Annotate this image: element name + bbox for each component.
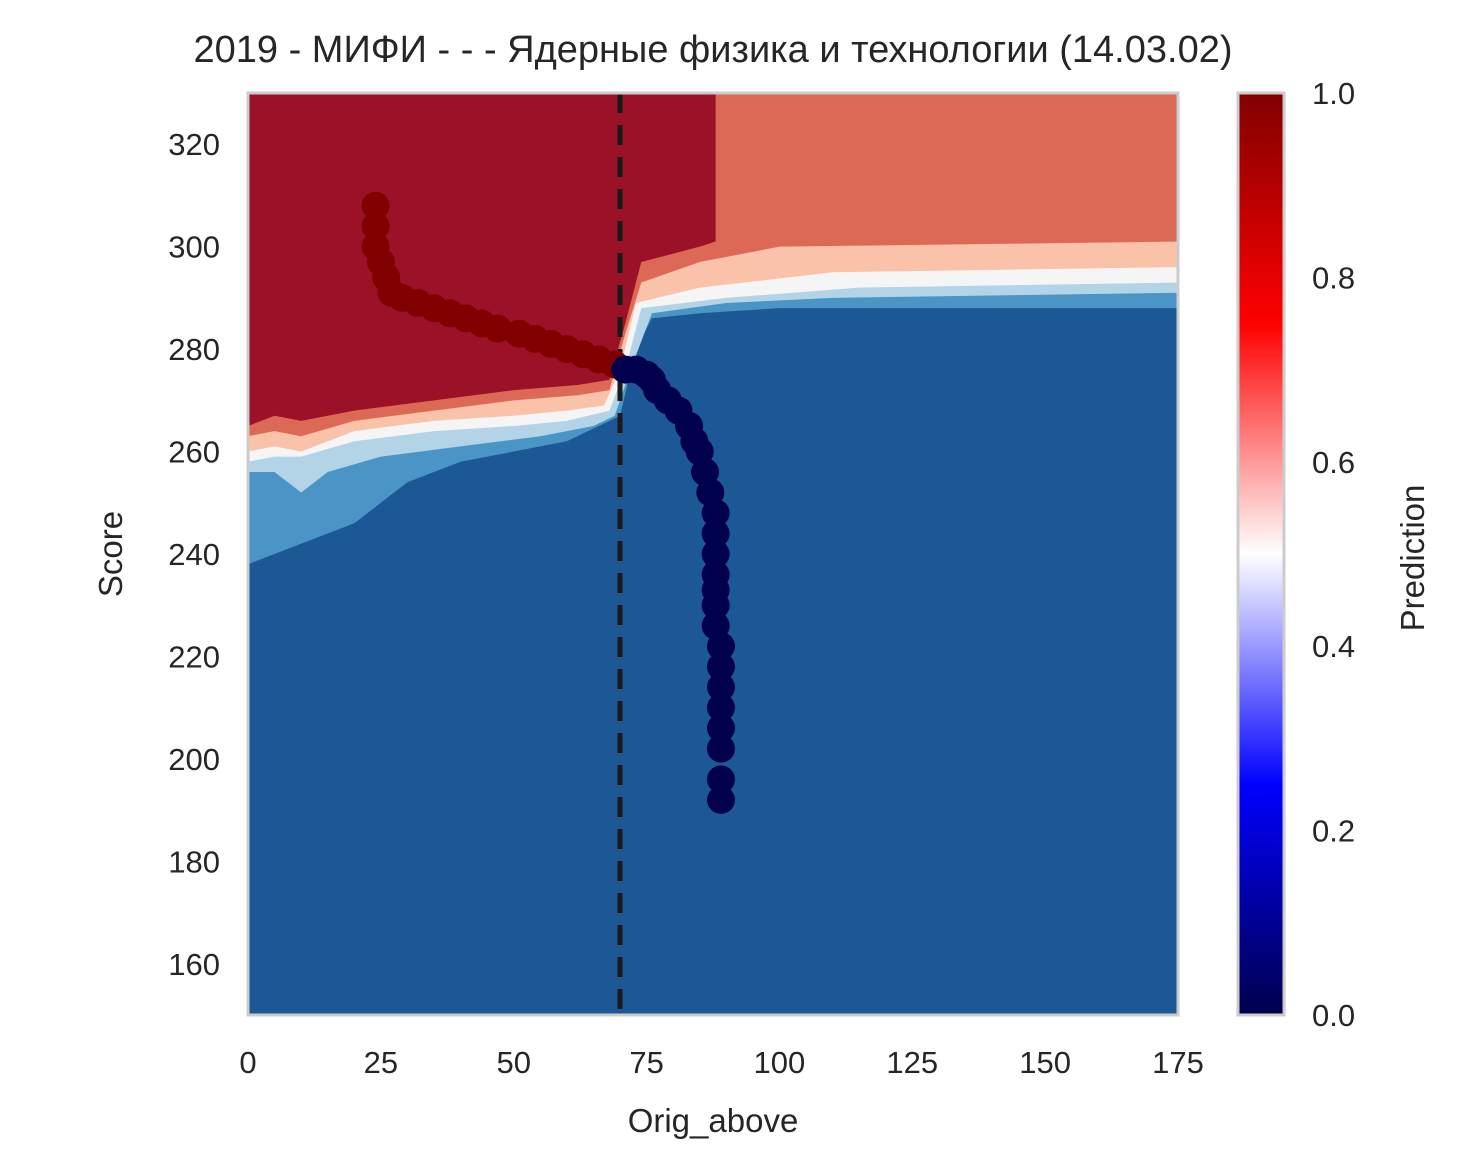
x-axis-ticks: 0 25 50 75 100 125 150 175 xyxy=(239,1045,1203,1080)
x-tick-label: 0 xyxy=(239,1045,256,1080)
data-point-39 xyxy=(706,632,735,661)
x-tick-label: 150 xyxy=(1019,1045,1071,1080)
data-point-32 xyxy=(701,499,730,528)
y-tick-label: 260 xyxy=(168,435,220,470)
data-point-41 xyxy=(706,673,735,702)
data-point-0 xyxy=(361,191,390,220)
scatter-points xyxy=(361,191,735,814)
chart-title: 2019 - МИФИ - - - Ядерные физика и техно… xyxy=(193,29,1232,71)
y-tick-label: 320 xyxy=(168,127,220,162)
y-tick-label: 220 xyxy=(168,639,220,674)
colorbar-tick-label: 1.0 xyxy=(1312,76,1355,111)
x-axis-label: Orig_above xyxy=(628,1102,799,1139)
data-point-46 xyxy=(706,785,735,814)
y-tick-label: 280 xyxy=(168,332,220,367)
x-tick-label: 25 xyxy=(364,1045,398,1080)
y-axis-label: Score xyxy=(92,511,129,597)
contour-band-0.9-1.0 xyxy=(248,93,716,426)
y-tick-label: 200 xyxy=(168,742,220,777)
data-point-40 xyxy=(706,652,735,681)
colorbar-ticks: 0.0 0.2 0.4 0.6 0.8 1.0 xyxy=(1312,76,1355,1033)
y-tick-label: 240 xyxy=(168,537,220,572)
data-point-1 xyxy=(361,212,390,241)
plot-area xyxy=(248,93,1178,1015)
y-tick-label: 160 xyxy=(168,947,220,982)
plot-frame xyxy=(246,91,1180,1017)
x-tick-label: 100 xyxy=(754,1045,806,1080)
colorbar-tick-label: 0.6 xyxy=(1312,445,1355,480)
data-point-42 xyxy=(706,693,735,722)
data-point-34 xyxy=(701,540,730,568)
colorbar-tick-label: 0.4 xyxy=(1312,629,1355,664)
y-tick-label: 300 xyxy=(168,230,220,265)
colorbar-label: Prediction xyxy=(1394,485,1431,632)
x-tick-label: 125 xyxy=(886,1045,938,1080)
x-tick-label: 175 xyxy=(1152,1045,1204,1080)
data-point-43 xyxy=(706,714,735,743)
x-tick-label: 50 xyxy=(496,1045,530,1080)
data-point-12 xyxy=(483,314,512,343)
data-point-45 xyxy=(706,765,735,794)
x-tick-label: 75 xyxy=(629,1045,663,1080)
colorbar-tick-label: 0.2 xyxy=(1312,814,1355,849)
data-point-33 xyxy=(701,519,730,548)
data-point-37 xyxy=(701,591,730,620)
colorbar xyxy=(1236,91,1286,1017)
y-tick-label: 180 xyxy=(168,844,220,879)
data-point-44 xyxy=(706,734,735,763)
y-axis-ticks: 160 180 200 220 240 260 280 300 320 xyxy=(168,127,220,982)
colorbar-tick-label: 0.8 xyxy=(1312,260,1355,295)
colorbar-tick-label: 0.0 xyxy=(1312,998,1355,1033)
